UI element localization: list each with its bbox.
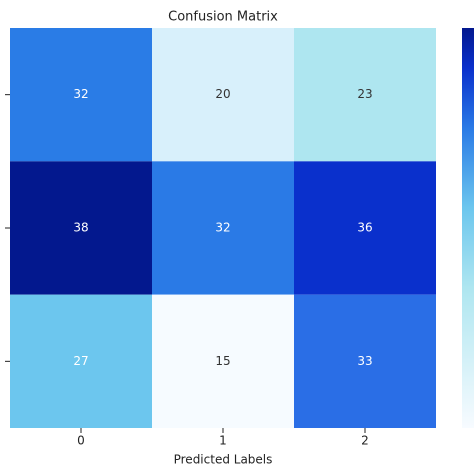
cell-label: 32 — [73, 87, 88, 101]
chart-title: Confusion Matrix — [168, 10, 278, 25]
cell — [152, 28, 294, 162]
cell-label: 36 — [357, 221, 372, 235]
x-tick-label: 0 — [77, 434, 85, 448]
cell — [294, 28, 436, 162]
cell-label: 27 — [73, 354, 88, 368]
colorbar — [462, 28, 474, 428]
cell — [10, 161, 152, 295]
x-tick-label: 1 — [219, 434, 227, 448]
cell — [152, 294, 294, 428]
cell — [294, 161, 436, 295]
cell-label: 32 — [215, 221, 230, 235]
cell — [294, 294, 436, 428]
x-tick-label: 2 — [361, 434, 369, 448]
cell-label: 38 — [73, 221, 88, 235]
cell-label: 23 — [357, 87, 372, 101]
cell — [10, 294, 152, 428]
cell-label: 15 — [215, 354, 230, 368]
cell-label: 20 — [215, 87, 230, 101]
x-axis-label: Predicted Labels — [174, 453, 273, 467]
cell — [152, 161, 294, 295]
cell — [10, 28, 152, 162]
cell-label: 33 — [357, 354, 372, 368]
